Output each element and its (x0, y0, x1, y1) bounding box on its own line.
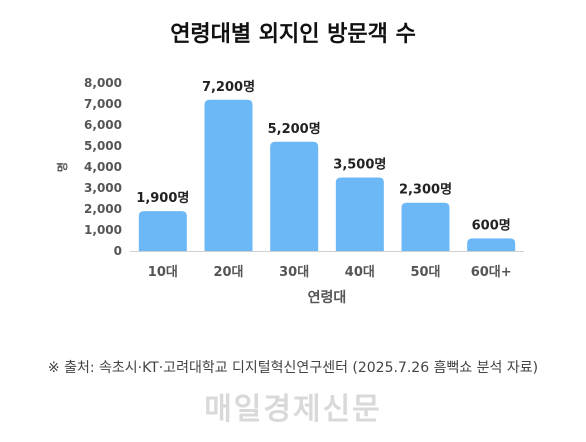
y-tick-label: 3,000 (84, 181, 122, 195)
watermark-logo: 매일경제신문 (204, 392, 382, 427)
y-tick-label: 5,000 (84, 139, 122, 153)
data-label: 600명 (472, 217, 511, 233)
x-tick-label: 20대 (213, 265, 243, 280)
y-tick-label: 8,000 (84, 76, 122, 90)
data-label: 5,200명 (268, 121, 321, 137)
y-tick-label: 4,000 (84, 160, 122, 174)
bar-2 (204, 99, 253, 251)
y-tick-label: 7,000 (84, 97, 122, 111)
x-tick-label: 40대 (345, 265, 375, 280)
x-tick-label: 30대 (279, 265, 309, 280)
bar-5 (401, 202, 450, 251)
data-label: 7,200명 (202, 79, 255, 95)
source-note: ※ 출처: 속초시·KT·고려대학교 디지털혁신연구센터 (2025.7.26 … (47, 360, 539, 376)
bar-3 (270, 141, 319, 251)
bar-1 (138, 211, 187, 251)
bar-6 (467, 238, 516, 251)
bar-4 (335, 177, 384, 251)
y-tick-label: 2,000 (84, 202, 122, 216)
y-axis-label: 명 (55, 162, 69, 172)
data-label: 2,300명 (399, 182, 452, 198)
chart-title: 연령대별 외지인 방문객 수 (170, 22, 416, 47)
y-tick-label: 6,000 (84, 118, 122, 132)
x-axis-label: 연령대 (308, 290, 347, 306)
y-tick-label: 1,000 (84, 223, 122, 237)
x-tick-label: 10대 (148, 265, 178, 280)
data-label: 1,900명 (136, 190, 189, 206)
y-tick-label: 0 (114, 244, 122, 258)
data-label: 3,500명 (333, 157, 386, 173)
x-tick-label: 60대+ (471, 265, 512, 280)
x-tick-label: 50대 (410, 265, 440, 280)
